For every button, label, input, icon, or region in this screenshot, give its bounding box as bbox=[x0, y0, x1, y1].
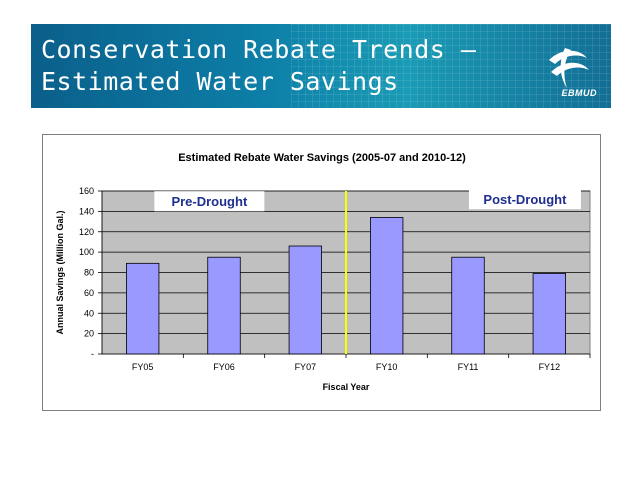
slide-title-line1: Conservation Rebate Trends – bbox=[41, 35, 477, 64]
y-tick-label: 60 bbox=[84, 288, 94, 298]
bar-fy12 bbox=[532, 273, 567, 355]
y-axis-label: Annual Savings (Million Gal.) bbox=[55, 210, 65, 334]
x-tick-label: FY10 bbox=[376, 362, 398, 372]
post-drought-label: Post-Drought bbox=[483, 192, 567, 207]
bar-fy05 bbox=[126, 262, 160, 355]
x-tick-label: FY06 bbox=[213, 362, 235, 372]
slide-title: Conservation Rebate Trends – Estimated W… bbox=[41, 34, 476, 98]
bar-fy07 bbox=[288, 245, 322, 355]
y-tick-label: 40 bbox=[84, 308, 94, 318]
pre-drought-label: Pre-Drought bbox=[171, 194, 248, 209]
y-tick-label: 100 bbox=[79, 247, 94, 257]
x-tick-label: FY05 bbox=[132, 362, 154, 372]
chart-title: Estimated Rebate Water Savings (2005-07 … bbox=[178, 152, 466, 164]
y-tick-label: 120 bbox=[79, 227, 94, 237]
pre-drought-label-box bbox=[154, 191, 265, 212]
logo-text: EBMUD bbox=[561, 88, 597, 98]
slide-title-line2: Estimated Water Savings bbox=[41, 67, 399, 96]
y-tick-label: - bbox=[91, 349, 94, 359]
x-tick-label: FY07 bbox=[295, 362, 317, 372]
y-tick-label: 160 bbox=[79, 186, 94, 196]
x-axis-label: Fiscal Year bbox=[323, 382, 370, 392]
bar-fy10 bbox=[369, 217, 404, 355]
y-tick-label: 80 bbox=[84, 268, 94, 278]
chart-frame: Estimated Rebate Water Savings (2005-07 … bbox=[42, 134, 601, 411]
x-tick-label: FY12 bbox=[539, 362, 561, 372]
ebmud-logo-icon bbox=[549, 48, 589, 88]
post-drought-label-box bbox=[468, 189, 581, 210]
y-tick-label: 20 bbox=[84, 329, 94, 339]
banner-pattern bbox=[291, 24, 611, 108]
bar-chart: Estimated Rebate Water Savings (2005-07 … bbox=[55, 152, 591, 392]
x-tick-label: FY11 bbox=[458, 362, 479, 372]
bar-fy06 bbox=[207, 256, 241, 355]
bar-fy11 bbox=[451, 256, 485, 355]
title-banner: Conservation Rebate Trends – Estimated W… bbox=[31, 24, 611, 108]
y-tick-label: 140 bbox=[79, 206, 94, 216]
